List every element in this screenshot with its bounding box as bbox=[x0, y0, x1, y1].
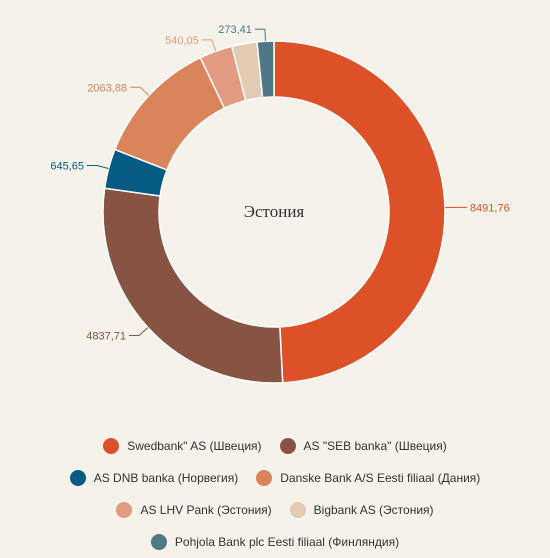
slice-1[interactable] bbox=[102, 187, 284, 384]
leader-line-2 bbox=[86, 165, 109, 170]
legend-row-0: Swedbank" AS (Швеция) AS "SEB banka" (Шве… bbox=[0, 430, 550, 462]
legend-item-3[interactable]: Danske Bank A/S Eesti filiaal (Дания) bbox=[256, 470, 480, 486]
leader-line-1 bbox=[129, 327, 149, 337]
slice-6[interactable] bbox=[256, 40, 275, 99]
legend-row-3: Pohjola Bank plc Eesti filiaal (Финлянди… bbox=[0, 526, 550, 558]
legend-label-2: AS DNB banka (Норвегия) bbox=[93, 471, 239, 485]
legend-swatch-2 bbox=[69, 470, 86, 486]
legend-swatch-3 bbox=[256, 470, 273, 486]
chart-center-title: Эстония bbox=[244, 202, 305, 221]
legend-item-2[interactable]: AS DNB banka (Норвегия) bbox=[69, 470, 239, 486]
data-label-3: 2063,88 bbox=[87, 82, 127, 94]
chart-legend: Swedbank" AS (Швеция) AS "SEB banka" (Шве… bbox=[0, 430, 550, 558]
legend-swatch-0 bbox=[103, 438, 120, 454]
leader-line-6 bbox=[254, 28, 266, 42]
data-label-1: 4837,71 bbox=[86, 331, 126, 343]
data-label-0: 8491,76 bbox=[470, 202, 510, 214]
legend-label-5: Bigbank AS (Эстония) bbox=[313, 503, 434, 517]
legend-swatch-4 bbox=[116, 502, 133, 518]
legend-label-1: AS "SEB banka" (Швеция) bbox=[303, 439, 447, 453]
data-label-6: 273,41 bbox=[218, 24, 252, 36]
legend-item-6[interactable]: Pohjola Bank plc Eesti filiaal (Финлянди… bbox=[150, 534, 400, 550]
legend-item-5[interactable]: Bigbank AS (Эстония) bbox=[289, 502, 434, 518]
legend-swatch-5 bbox=[289, 502, 306, 518]
data-label-2: 645,65 bbox=[50, 161, 84, 173]
legend-item-1[interactable]: AS "SEB banka" (Швеция) bbox=[279, 438, 447, 454]
legend-row-2: AS LHV Pank (Эстония) Bigbank AS (Эстония… bbox=[0, 494, 550, 526]
legend-label-3: Danske Bank A/S Eesti filiaal (Дания) bbox=[280, 471, 481, 485]
leader-line-3 bbox=[130, 86, 150, 96]
legend-item-0[interactable]: Swedbank" AS (Швеция) bbox=[103, 438, 262, 454]
leader-line-4 bbox=[201, 39, 217, 52]
legend-label-4: AS LHV Pank (Эстония) bbox=[140, 503, 272, 517]
donut-chart: 8491,764837,71645,652063,88540,05273,41 … bbox=[50, 24, 510, 384]
legend-label-6: Pohjola Bank plc Eesti filiaal (Финлянди… bbox=[174, 535, 400, 549]
legend-label-0: Swedbank" AS (Швеция) bbox=[127, 439, 262, 453]
data-label-4: 540,05 bbox=[165, 35, 199, 47]
slice-0[interactable] bbox=[273, 40, 446, 384]
legend-item-4[interactable]: AS LHV Pank (Эстония) bbox=[116, 502, 272, 518]
legend-swatch-6 bbox=[150, 534, 167, 550]
legend-swatch-1 bbox=[279, 438, 296, 454]
legend-row-1: AS DNB banka (Норвегия) Danske Bank A/S E… bbox=[0, 462, 550, 494]
